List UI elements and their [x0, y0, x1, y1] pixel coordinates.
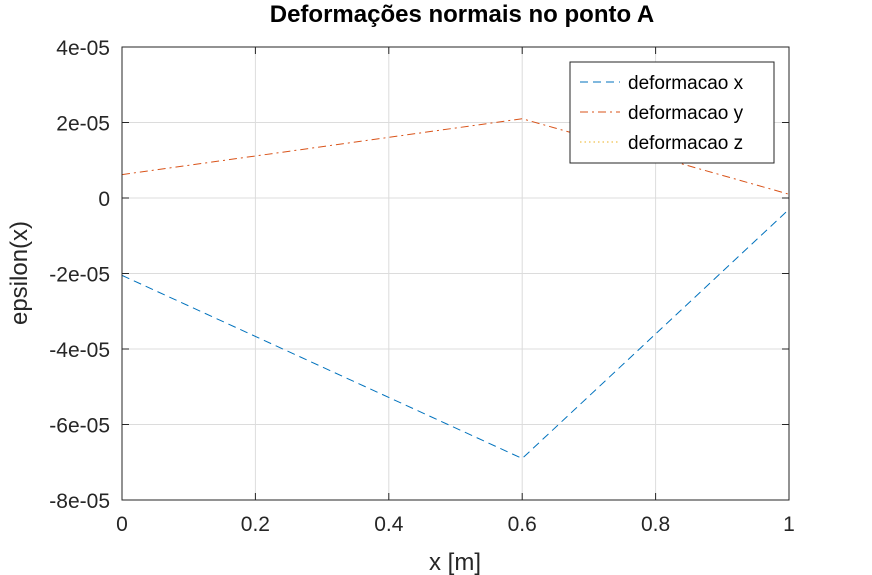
- legend-entry-label: deformacao x: [628, 73, 744, 94]
- x-axis-label: x [m]: [429, 549, 481, 575]
- x-tick-label: 0.2: [241, 513, 270, 536]
- x-tick-label: 0.8: [641, 513, 670, 536]
- y-tick-label: -2e-05: [49, 264, 110, 287]
- x-tick-label: 0.4: [374, 513, 404, 536]
- series-layer: [121, 118, 790, 460]
- axis-ticks: 0 0.2 0.4 0.6 0.8 1 4e-05 2e-05 0 -2e-05 -4e-05 -6e…: [49, 37, 795, 536]
- x-tick-label: 0.6: [508, 513, 537, 536]
- chart-title: Deformações normais no ponto A: [270, 1, 655, 28]
- y-axis-label: epsilon(x): [6, 221, 33, 325]
- y-tick-label: -6e-05: [49, 415, 110, 438]
- series-line-deformacao-y: [121, 118, 790, 195]
- y-tick-label: 0: [98, 188, 110, 211]
- series-line-deformacao-x: [121, 208, 790, 460]
- y-tick-label: -4e-05: [49, 339, 110, 362]
- legend-entry-label: deformacao z: [628, 133, 743, 154]
- legend-entry-label: deformacao y: [628, 103, 744, 124]
- y-tick-label: -8e-05: [49, 490, 110, 513]
- y-tick-label: 2e-05: [56, 113, 110, 136]
- y-tick-label: 4e-05: [56, 37, 110, 60]
- x-tick-label: 1: [783, 513, 795, 536]
- legend: deformacao x deformacao y deformacao z: [569, 61, 775, 164]
- x-tick-label: 0: [116, 513, 128, 536]
